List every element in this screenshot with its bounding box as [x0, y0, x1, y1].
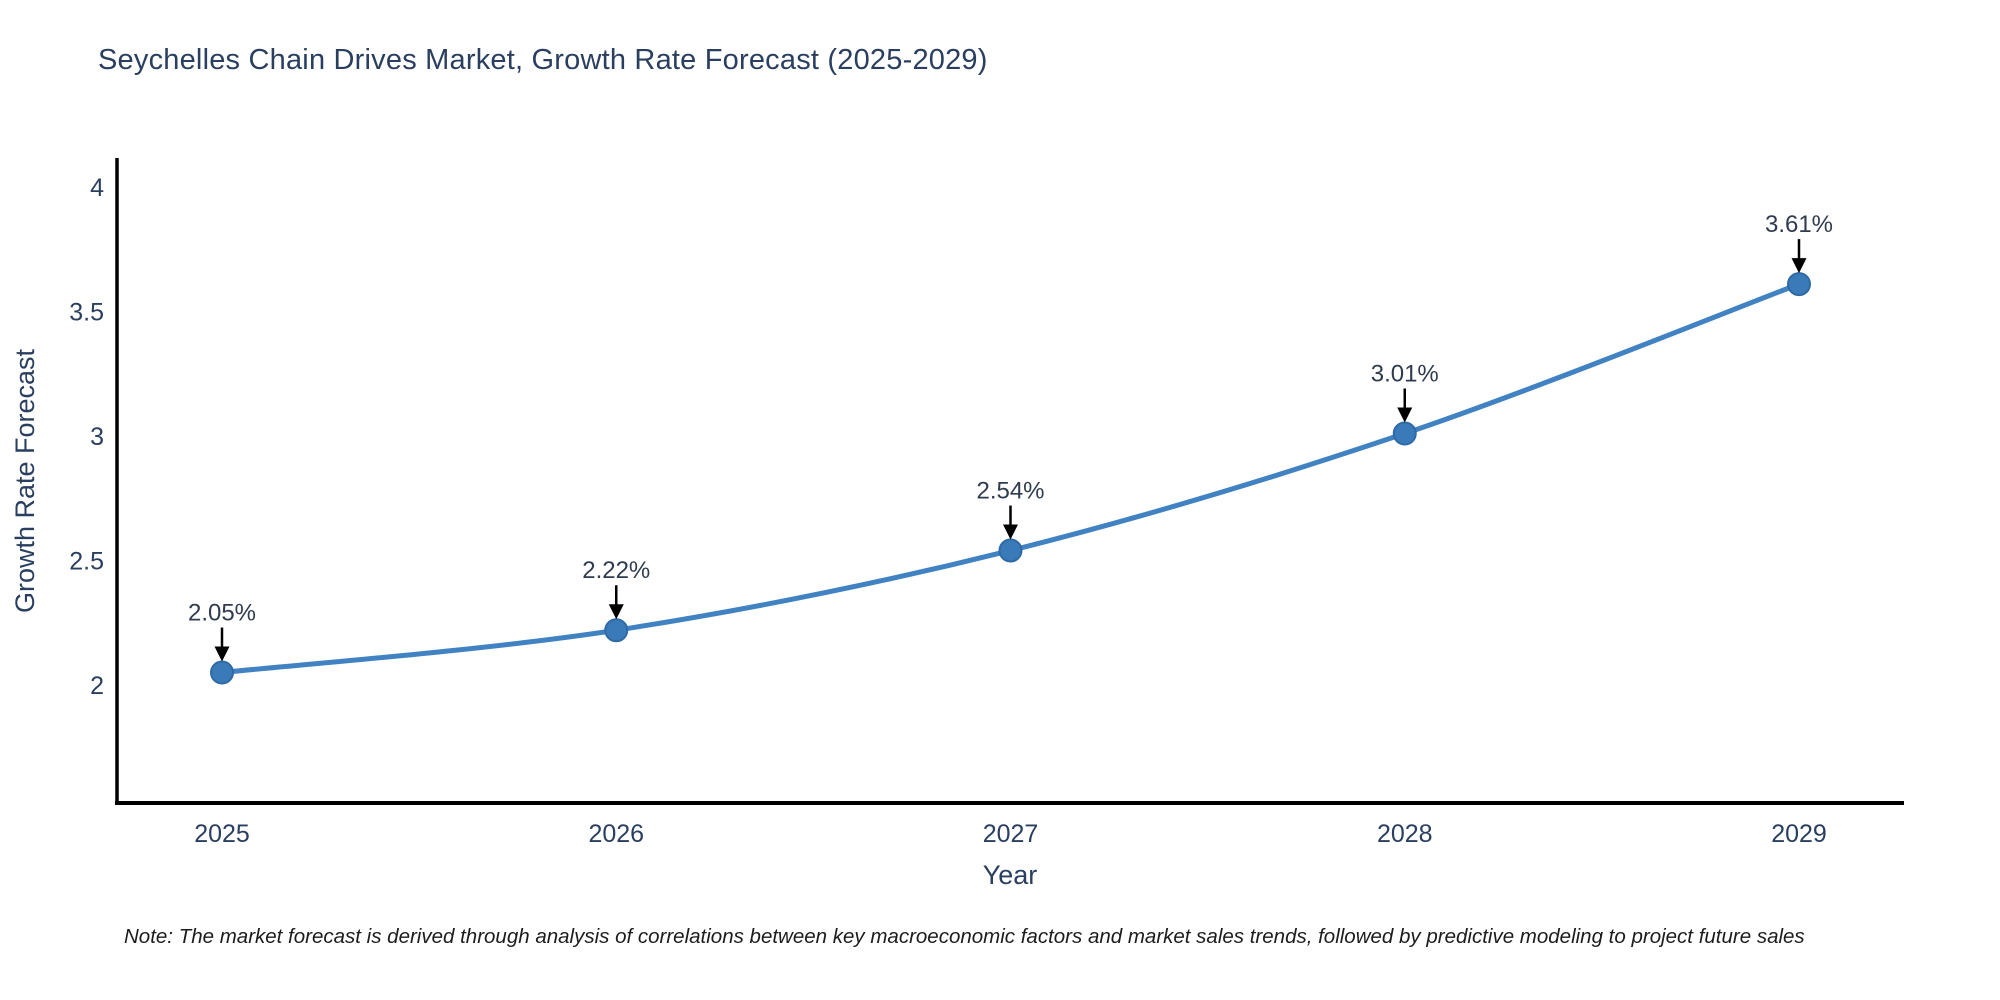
y-tick-label: 4 — [90, 174, 104, 202]
x-tick-label: 2026 — [588, 820, 644, 848]
data-point-marker — [998, 538, 1023, 563]
chart-title: Seychelles Chain Drives Market, Growth R… — [98, 44, 988, 76]
data-point-label: 2.54% — [976, 478, 1044, 505]
x-tick-label: 2027 — [983, 820, 1039, 848]
y-tick-label: 2 — [90, 672, 104, 700]
data-point-label: 2.05% — [188, 600, 256, 627]
annotation-arrowhead — [1791, 258, 1807, 274]
annotation-arrowhead — [1397, 407, 1413, 423]
annotation-arrowhead — [214, 646, 230, 662]
x-tick-label: 2028 — [1377, 820, 1433, 848]
data-point-label: 2.22% — [582, 557, 650, 584]
data-point-marker — [1392, 421, 1417, 446]
data-point-marker — [210, 660, 234, 685]
x-tick-label: 2029 — [1771, 820, 1827, 848]
data-point-marker — [604, 618, 629, 643]
y-tick-label: 2.5 — [69, 548, 104, 576]
footnote: Note: The market forecast is derived thr… — [124, 925, 1805, 948]
data-point-label: 3.61% — [1765, 211, 1833, 238]
y-tick-label: 3 — [90, 423, 104, 451]
data-point-marker — [1787, 272, 1811, 297]
annotation-arrowhead — [1003, 524, 1018, 540]
x-axis-title: Year — [983, 860, 1038, 890]
y-tick-label: 3.5 — [69, 299, 104, 327]
data-point-label: 3.01% — [1371, 361, 1439, 388]
x-tick-label: 2025 — [194, 820, 250, 848]
y-axis-title: Growth Rate Forecast — [10, 348, 40, 613]
annotation-arrowhead — [608, 604, 624, 620]
